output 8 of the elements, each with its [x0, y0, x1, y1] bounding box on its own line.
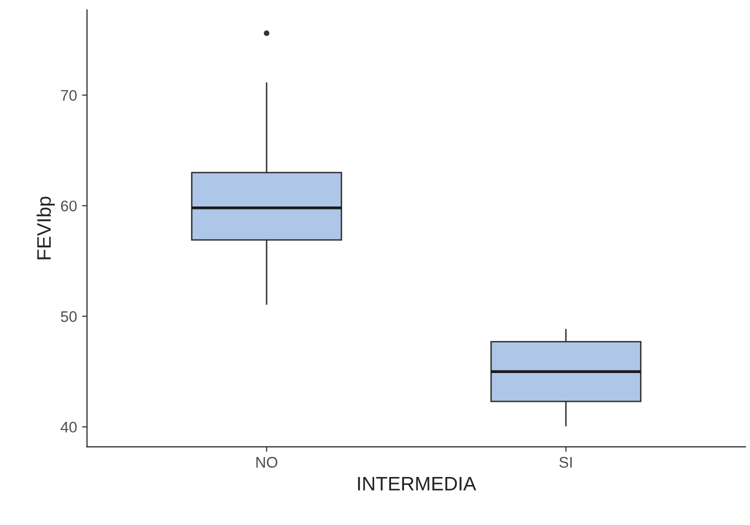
y-tick-label: 40 [60, 422, 77, 433]
y-tick-label: 50 [60, 311, 77, 322]
y-axis-title: FEVIbp [36, 196, 55, 260]
y-tick-label: 70 [61, 90, 77, 101]
x-axis-title: INTERMEDIA [358, 477, 476, 490]
x-tick-label: SI [559, 456, 572, 468]
x-tick-label: NO [256, 456, 278, 468]
y-tick-label: 60 [61, 200, 77, 212]
